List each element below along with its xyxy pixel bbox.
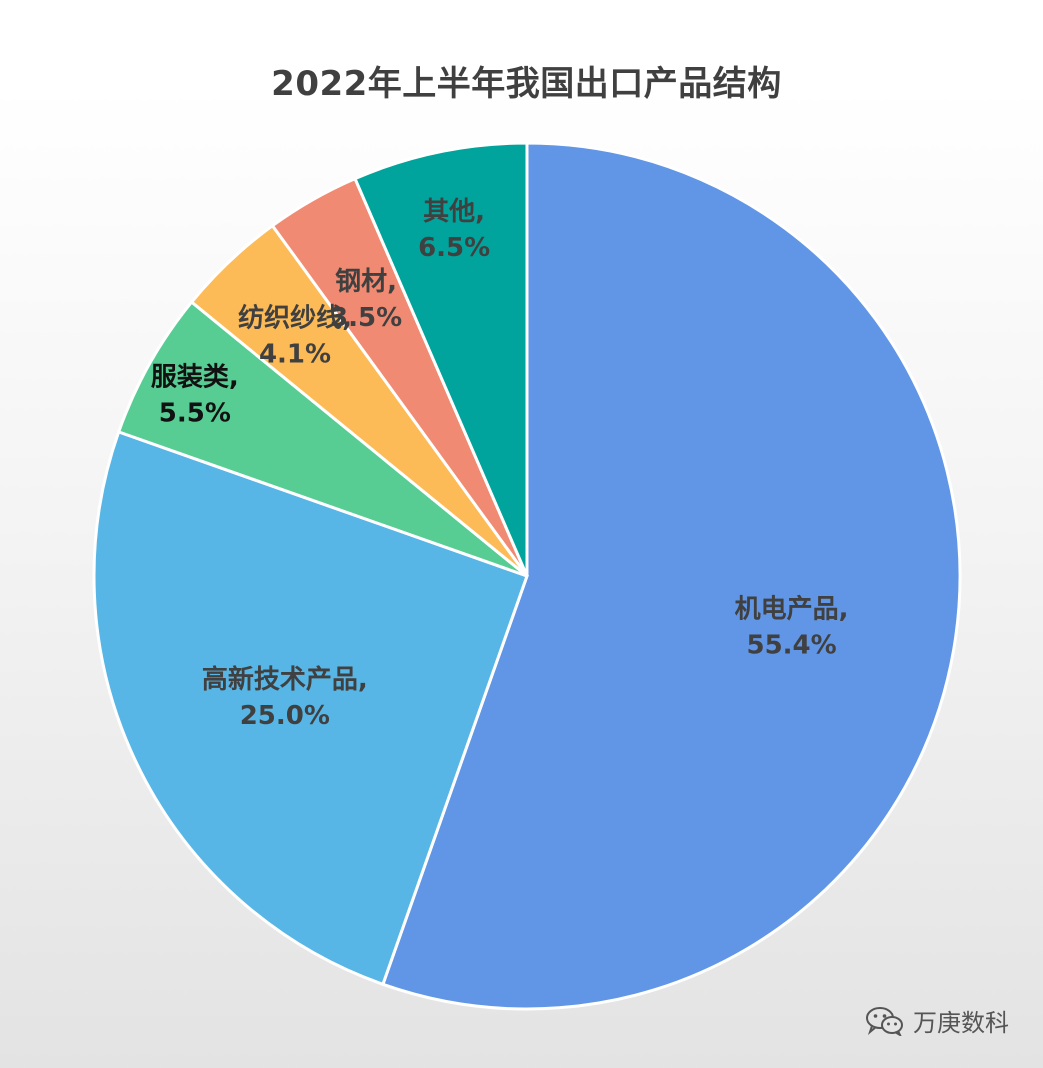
slice-name-label: 服装类, — [151, 362, 239, 392]
slice-value-label: 55.4% — [747, 630, 837, 660]
chart-title: 2022年上半年我国出口产品结构 — [271, 64, 782, 104]
slice-name-label: 纺织纱线, — [238, 303, 352, 334]
slice-name-label: 机电产品, — [735, 594, 849, 624]
watermark-text: 万庚数科 — [913, 1009, 1009, 1037]
slice-value-label: 6.5% — [418, 233, 490, 263]
pie-slice — [353, 141, 529, 577]
pie-labels: 机电产品, 55.4% 高新技术产品, 25.0% 服装类, 5.5% 纺织纱线, 4.1% 钢… — [151, 197, 849, 731]
watermark: 万庚数科 — [865, 1003, 1009, 1038]
slice-name-label: 其他, — [423, 197, 485, 227]
slice-name-label: 钢材, — [335, 267, 397, 297]
slice-value-label: 25.0% — [240, 701, 330, 731]
pie-slice — [116, 299, 528, 578]
wechat-icon — [866, 1006, 903, 1036]
slice-value-label: 4.1% — [259, 340, 331, 370]
slice-value-label: 5.5% — [159, 398, 231, 428]
slice-value-label: 3.5% — [330, 303, 402, 333]
pie-slice — [92, 429, 529, 987]
slice-name-label: 高新技术产品, — [202, 664, 368, 695]
pie-slices — [92, 141, 962, 1011]
